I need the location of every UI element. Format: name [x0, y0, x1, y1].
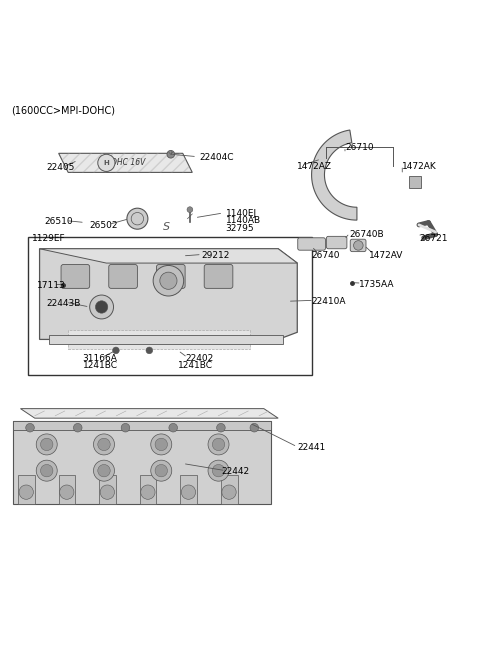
Circle shape — [113, 347, 119, 354]
Circle shape — [127, 208, 148, 229]
Text: 26510: 26510 — [44, 217, 73, 226]
Circle shape — [96, 301, 108, 313]
Polygon shape — [13, 421, 271, 430]
Text: 31166A: 31166A — [83, 354, 118, 363]
Circle shape — [208, 460, 229, 481]
Text: 17113: 17113 — [37, 281, 66, 290]
Circle shape — [94, 460, 115, 481]
Polygon shape — [21, 409, 278, 418]
Polygon shape — [59, 153, 192, 172]
FancyBboxPatch shape — [156, 265, 185, 288]
Circle shape — [94, 434, 115, 455]
Text: 1472AZ: 1472AZ — [297, 162, 332, 171]
Circle shape — [187, 207, 193, 212]
Text: 1129EF: 1129EF — [33, 234, 66, 243]
Text: 26740B: 26740B — [350, 230, 384, 239]
Text: 29212: 29212 — [202, 251, 230, 260]
Circle shape — [167, 151, 175, 158]
Bar — [28, 237, 312, 375]
Circle shape — [73, 423, 82, 432]
Circle shape — [181, 485, 196, 499]
Circle shape — [212, 438, 225, 451]
FancyBboxPatch shape — [61, 265, 90, 288]
Circle shape — [100, 485, 115, 499]
Text: 26710: 26710 — [345, 143, 373, 151]
Text: 1472AV: 1472AV — [369, 251, 403, 260]
Circle shape — [90, 295, 114, 319]
FancyBboxPatch shape — [298, 238, 325, 250]
Bar — [68, 330, 250, 349]
Circle shape — [169, 423, 178, 432]
Circle shape — [40, 464, 53, 477]
FancyBboxPatch shape — [350, 239, 366, 252]
Circle shape — [19, 485, 34, 499]
Text: S: S — [162, 222, 169, 233]
Text: 22441: 22441 — [297, 443, 325, 452]
Text: 32795: 32795 — [226, 224, 254, 233]
Text: 26721: 26721 — [419, 234, 447, 243]
Bar — [140, 476, 156, 504]
Circle shape — [60, 485, 74, 499]
Text: 22410A: 22410A — [312, 297, 346, 306]
Circle shape — [98, 438, 110, 451]
Text: 1241BC: 1241BC — [83, 361, 118, 370]
Bar — [180, 476, 197, 504]
FancyBboxPatch shape — [326, 236, 347, 249]
Bar — [409, 176, 421, 188]
Circle shape — [155, 438, 168, 451]
Text: 1241BC: 1241BC — [178, 361, 213, 370]
Circle shape — [155, 464, 168, 477]
Bar — [59, 476, 75, 504]
Circle shape — [36, 460, 57, 481]
Text: 1472AK: 1472AK — [402, 162, 437, 171]
Polygon shape — [39, 249, 297, 263]
Text: 22402: 22402 — [185, 354, 214, 363]
Text: 1140EJ: 1140EJ — [226, 210, 257, 218]
Polygon shape — [49, 335, 283, 345]
Circle shape — [141, 485, 155, 499]
Text: 1735AA: 1735AA — [360, 280, 395, 289]
Bar — [18, 476, 35, 504]
Text: 22442: 22442 — [221, 467, 249, 476]
Circle shape — [121, 423, 130, 432]
Circle shape — [160, 272, 177, 290]
Text: (1600CC>MPI-DOHC): (1600CC>MPI-DOHC) — [11, 105, 115, 115]
Text: 22405: 22405 — [47, 163, 75, 172]
Circle shape — [36, 434, 57, 455]
Text: 26740: 26740 — [312, 251, 340, 260]
Text: 26502: 26502 — [90, 221, 118, 230]
Circle shape — [26, 423, 34, 432]
Circle shape — [40, 438, 53, 451]
FancyBboxPatch shape — [109, 265, 137, 288]
Text: H: H — [104, 160, 109, 166]
Circle shape — [208, 434, 229, 455]
Bar — [99, 476, 116, 504]
Circle shape — [153, 265, 184, 296]
Circle shape — [354, 240, 363, 250]
Circle shape — [151, 434, 172, 455]
Circle shape — [98, 464, 110, 477]
Text: 22443B: 22443B — [47, 299, 81, 308]
Text: 22404C: 22404C — [199, 153, 234, 162]
Circle shape — [250, 423, 259, 432]
Circle shape — [146, 347, 153, 354]
Bar — [13, 421, 271, 504]
Polygon shape — [312, 130, 357, 220]
Text: DOHC 16V: DOHC 16V — [105, 159, 145, 168]
FancyBboxPatch shape — [204, 265, 233, 288]
Circle shape — [151, 460, 172, 481]
Circle shape — [216, 423, 225, 432]
Circle shape — [222, 485, 236, 499]
Bar — [221, 476, 238, 504]
Polygon shape — [39, 249, 297, 339]
Text: 1140AB: 1140AB — [226, 216, 261, 225]
Circle shape — [212, 464, 225, 477]
Circle shape — [98, 155, 115, 172]
